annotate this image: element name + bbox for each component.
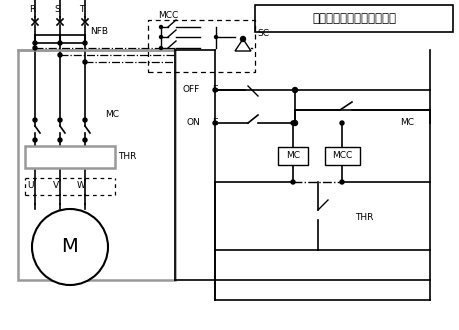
Text: S: S (54, 6, 60, 15)
Circle shape (83, 41, 87, 45)
Text: MC: MC (285, 151, 299, 160)
Circle shape (33, 41, 37, 45)
Text: V: V (53, 182, 59, 190)
Circle shape (32, 209, 108, 285)
Text: E: E (212, 118, 217, 127)
Circle shape (159, 47, 162, 50)
Bar (18, 50, 174, 280)
Text: MCC: MCC (331, 151, 351, 160)
Circle shape (83, 138, 87, 142)
Circle shape (291, 121, 294, 125)
Circle shape (339, 180, 343, 184)
Circle shape (292, 87, 297, 92)
Circle shape (213, 88, 217, 92)
Circle shape (33, 46, 37, 50)
Circle shape (58, 118, 62, 122)
Circle shape (33, 118, 37, 122)
Text: SC: SC (257, 28, 269, 38)
Circle shape (159, 25, 162, 28)
Circle shape (292, 120, 297, 125)
Text: 三相モータのじか入れ始動: 三相モータのじか入れ始動 (311, 12, 395, 25)
Bar (254, 5, 452, 32)
Text: W: W (76, 182, 85, 190)
Text: THR: THR (118, 152, 136, 161)
Bar (325, 147, 359, 165)
Circle shape (83, 118, 87, 122)
Polygon shape (235, 39, 251, 51)
Circle shape (339, 121, 343, 125)
Circle shape (214, 36, 217, 39)
Circle shape (58, 138, 62, 142)
Circle shape (58, 53, 62, 57)
Text: U: U (28, 182, 34, 190)
Text: ON: ON (186, 118, 200, 127)
Circle shape (58, 41, 62, 45)
Text: OFF: OFF (182, 85, 200, 94)
Text: THR: THR (354, 214, 373, 222)
Circle shape (33, 138, 37, 142)
Text: MCC: MCC (157, 12, 178, 20)
Bar (277, 147, 308, 165)
Circle shape (240, 37, 245, 42)
Circle shape (213, 121, 217, 125)
Text: T: T (79, 6, 84, 15)
Text: MC: MC (105, 111, 119, 119)
Circle shape (159, 36, 162, 39)
Text: NFB: NFB (90, 27, 108, 37)
Circle shape (83, 60, 87, 64)
Text: R: R (29, 6, 35, 15)
Text: E: E (212, 85, 217, 94)
Text: M: M (62, 238, 78, 256)
Bar (25, 146, 115, 168)
Text: MC: MC (399, 118, 413, 127)
Circle shape (291, 180, 294, 184)
